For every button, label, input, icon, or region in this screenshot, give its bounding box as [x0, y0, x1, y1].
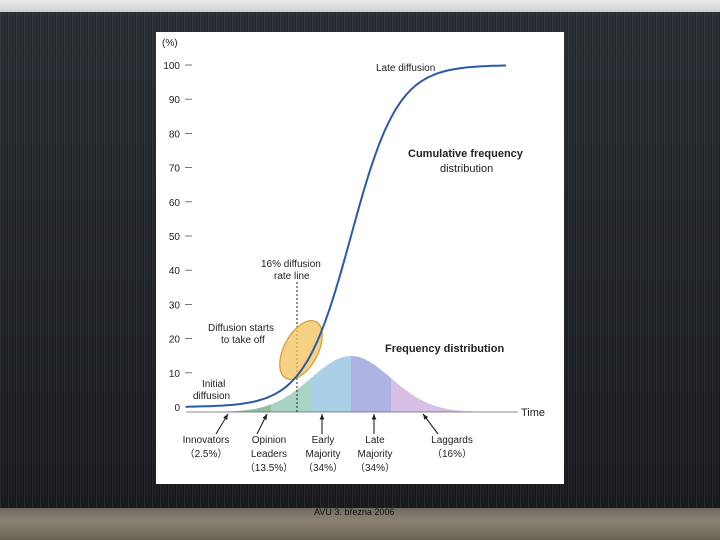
floor-strip [0, 508, 720, 540]
takeoff-highlight [279, 320, 323, 380]
category-label: （2.5%） [185, 448, 228, 460]
y-unit-label: (%) [162, 38, 178, 49]
takeoff-label-line1: Diffusion starts [208, 323, 274, 334]
initial-label-line2: diffusion [193, 391, 230, 402]
frequency-distribution-area [186, 356, 506, 412]
y-tick-label: 20 [169, 335, 181, 346]
category-label: Leaders [251, 449, 287, 460]
y-tick-label: 90 [169, 95, 181, 106]
y-tick-label: 40 [169, 266, 181, 277]
y-tick-label: 10 [169, 369, 181, 380]
category-label: Laggards [431, 435, 473, 446]
y-tick-label: 70 [169, 164, 181, 175]
category-label: Early [312, 435, 335, 446]
frequency-label: Frequency distribution [385, 343, 504, 355]
frequency-band [271, 378, 311, 412]
category-label: （13.5%） [245, 462, 293, 474]
category-arrowhead [371, 414, 377, 420]
category-arrows [215, 413, 439, 435]
y-tick-label: 60 [169, 198, 181, 209]
cumulative-label-line2: distribution [440, 163, 493, 175]
x-axis-label: Time [521, 407, 545, 419]
category-label: Majority [357, 449, 392, 460]
late-diffusion-label: Late diffusion [376, 63, 435, 74]
initial-label-line1: Initial [202, 379, 225, 390]
category-label: Innovators [183, 435, 230, 446]
category-label: （34%） [303, 462, 343, 474]
frequency-band [311, 356, 351, 412]
rate-line-label-line1: 16% diffusion [261, 259, 321, 270]
slide-image: 0 10 20 30 40 50 60 70 80 90 100 (%) Late diffusio… [156, 32, 564, 484]
frequency-band [351, 356, 391, 412]
category-label: （16%） [432, 448, 472, 460]
rate-line-label-line2: rate line [274, 271, 310, 282]
frequency-band [391, 378, 506, 412]
cumulative-label-line1: Cumulative frequency [408, 148, 524, 160]
top-bar [0, 0, 720, 12]
takeoff-label-line2: to take off [221, 335, 265, 346]
y-tick-label: 80 [169, 129, 181, 140]
category-labels: Innovators （2.5%） Opinion Leaders （13.5%） Ear… [183, 435, 473, 474]
y-axis: 0 10 20 30 40 50 60 70 80 90 100 [163, 61, 192, 414]
y-tick-label: 100 [163, 61, 180, 72]
category-arrowhead [423, 414, 429, 420]
footer-caption: AVU 3. března 2006 [314, 507, 395, 517]
y-tick-label: 30 [169, 300, 181, 311]
frequency-band [186, 404, 271, 412]
category-label: （34%） [355, 462, 395, 474]
y-tick-label: 50 [169, 232, 181, 243]
cumulative-curve [186, 64, 506, 408]
y-tick-label: 0 [174, 403, 180, 414]
category-label: Late [365, 435, 385, 446]
diffusion-chart: 0 10 20 30 40 50 60 70 80 90 100 (%) Late diffusio… [162, 38, 545, 474]
category-label: Opinion [252, 435, 286, 446]
category-arrowhead [262, 414, 267, 420]
category-label: Majority [305, 449, 340, 460]
category-arrowhead [223, 414, 228, 420]
category-arrowhead [319, 414, 325, 420]
